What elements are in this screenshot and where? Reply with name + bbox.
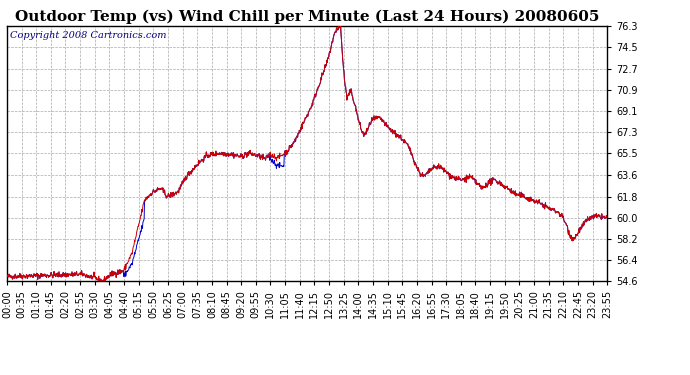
Title: Outdoor Temp (vs) Wind Chill per Minute (Last 24 Hours) 20080605: Outdoor Temp (vs) Wind Chill per Minute … (15, 9, 599, 24)
Text: Copyright 2008 Cartronics.com: Copyright 2008 Cartronics.com (10, 32, 166, 40)
